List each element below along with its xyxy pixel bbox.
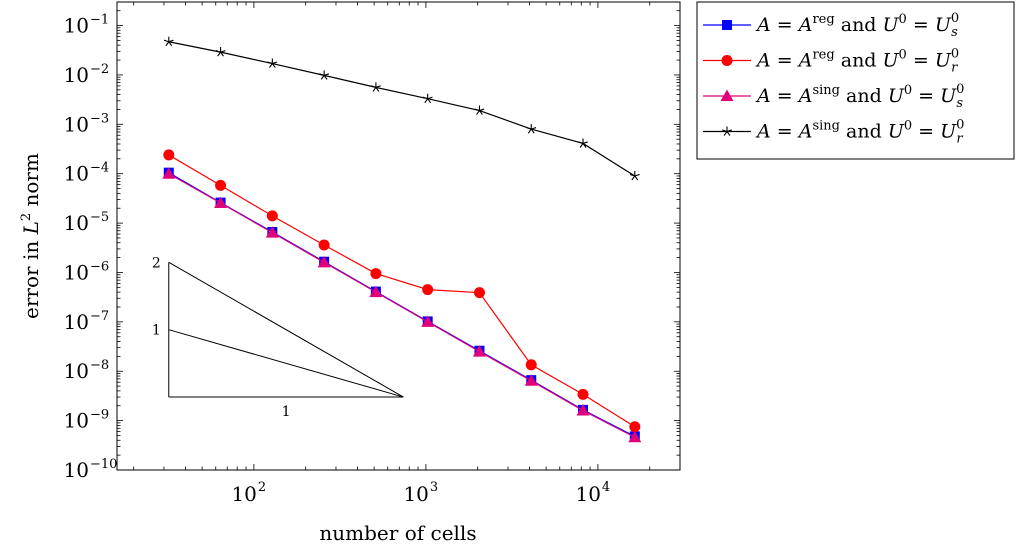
y-tick-exponent: −5 (90, 210, 109, 225)
x-tick-label: 10 (403, 482, 428, 506)
x-tick-label: 10 (231, 482, 256, 506)
data-point (472, 345, 486, 357)
y-axis-label: error in L2 norm (19, 153, 43, 319)
slope-triangle: 2 1 1 (152, 255, 404, 420)
data-point (369, 285, 383, 298)
data-point (421, 315, 435, 327)
legend-marker (722, 126, 732, 136)
series-1 (163, 167, 640, 442)
y-tick-label: 10 (64, 112, 89, 136)
slope-2-hypotenuse (168, 261, 404, 398)
series-line (168, 173, 636, 438)
y-tick-label: 10 (64, 260, 89, 284)
plot-frame (116, 1, 681, 471)
data-point (422, 93, 433, 104)
data-point (162, 167, 176, 179)
y-tick-label: 10 (64, 310, 89, 334)
data-point (215, 179, 227, 191)
data-point (266, 210, 278, 222)
series-4 (163, 36, 640, 181)
x-tick-exponent: 2 (258, 480, 266, 495)
data-point (318, 239, 330, 251)
data-point (163, 36, 174, 47)
y-tick-label: 10 (64, 211, 89, 235)
data-point (526, 124, 537, 134)
legend-entry-3: A = Asing and U0 = U0 s (703, 82, 964, 111)
x-tick-exponent: 4 (602, 480, 610, 495)
legend-entry-2: A = Areg and U0 = U0 r (703, 47, 959, 76)
legend-entry-1: A = Areg and U0 = U0 s (703, 11, 959, 40)
legend-label: A = Asing and U0 = U0 r (755, 118, 964, 147)
data-point (473, 287, 485, 299)
y-tick-exponent: −8 (90, 358, 109, 373)
y-tick-label: 10 (64, 14, 89, 38)
data-series (162, 36, 642, 443)
legend: A = Areg and U0 = U0 s A = Areg and U0 = U… (696, 1, 1015, 160)
data-point (629, 421, 641, 433)
data-point (163, 149, 175, 161)
y-tick-exponent: −4 (90, 161, 109, 176)
data-point (370, 82, 381, 92)
series-line (168, 154, 636, 428)
y-tick-label: 10 (64, 162, 89, 186)
slope-label-2: 2 (152, 255, 161, 271)
data-point (319, 70, 330, 80)
slope-label-1: 1 (152, 323, 161, 339)
y-tick-label: 10 (64, 359, 89, 383)
data-point (215, 47, 226, 57)
data-point (214, 196, 228, 209)
y-tick-exponent: −2 (90, 62, 109, 77)
legend-marker (722, 20, 732, 30)
series-line (168, 41, 636, 177)
legend-box (696, 1, 1015, 160)
data-point (628, 430, 642, 443)
x-tick-label: 10 (575, 482, 600, 506)
y-tick-exponent: −3 (90, 111, 109, 126)
y-tick-exponent: −10 (90, 457, 117, 472)
data-point (267, 58, 278, 68)
y-tick-exponent: −6 (90, 259, 109, 274)
data-point (422, 284, 434, 296)
y-tick-exponent: −1 (90, 13, 109, 28)
series-2 (163, 149, 641, 433)
data-point (629, 170, 640, 181)
data-point (525, 359, 537, 371)
slope-label-base: 1 (282, 404, 291, 420)
y-tick-label: 10 (64, 458, 89, 482)
data-point (578, 138, 588, 148)
axis-labels: number of cells error in L2 norm (19, 153, 477, 545)
data-point (576, 404, 590, 416)
y-tick-exponent: −7 (90, 309, 109, 324)
data-point (577, 388, 589, 400)
legend-label: A = Areg and U0 = U0 r (755, 47, 959, 76)
legend-label: A = Asing and U0 = U0 s (755, 82, 964, 111)
data-point (524, 374, 538, 386)
data-point (265, 226, 279, 238)
legend-marker (720, 89, 734, 101)
y-tick-label: 10 (64, 409, 89, 433)
y-tick-exponent: −9 (90, 408, 109, 423)
series-3 (162, 167, 642, 443)
x-tick-exponent: 3 (430, 480, 438, 495)
data-point (370, 268, 382, 280)
data-point (317, 255, 331, 268)
y-tick-label: 10 (64, 63, 89, 87)
data-point (474, 105, 485, 115)
legend-entry-4: A = Asing and U0 = U0 r (703, 118, 964, 147)
slope-1-hypotenuse (168, 329, 404, 398)
legend-label: A = Areg and U0 = U0 s (755, 11, 959, 40)
legend-marker (721, 55, 733, 66)
x-axis-label: number of cells (319, 521, 476, 545)
